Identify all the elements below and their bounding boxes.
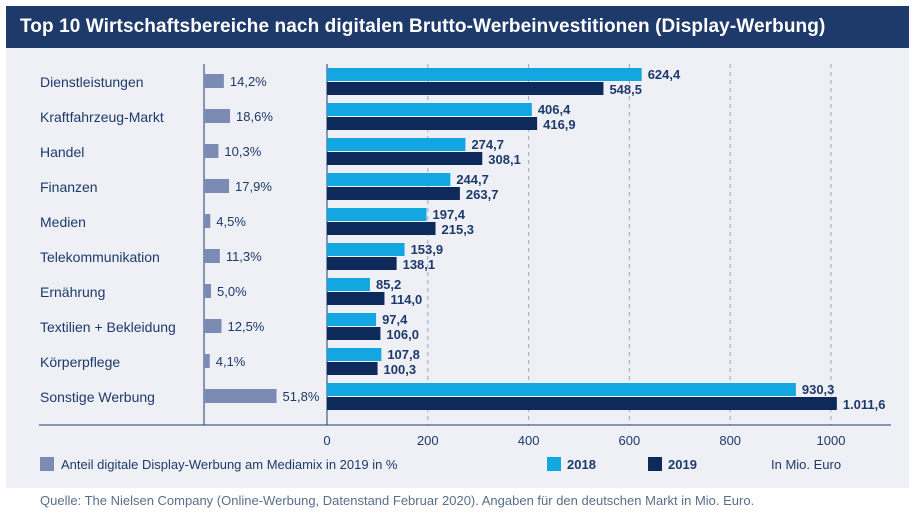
category-label: Finanzen	[40, 179, 98, 195]
value-label-2019: 548,5	[609, 82, 642, 97]
share-label: 4,5%	[216, 214, 246, 229]
x-tick-label: 1000	[817, 433, 846, 448]
value-label-2019: 215,3	[442, 222, 475, 237]
category-label: Kraftfahrzeug-Markt	[40, 109, 164, 125]
share-label: 4,1%	[216, 354, 246, 369]
legend-label-share: Anteil digitale Display-Werbung am Media…	[61, 457, 398, 472]
share-label: 18,6%	[236, 109, 273, 124]
share-label: 14,2%	[230, 74, 267, 89]
value-label-2019: 114,0	[390, 292, 422, 307]
bar-2018	[327, 173, 451, 186]
title-bar: Top 10 Wirtschaftsbereiche nach digitale…	[6, 6, 909, 48]
bar-2018	[327, 278, 370, 291]
bar-2018	[327, 68, 642, 81]
value-label-2019: 100,3	[384, 362, 417, 377]
share-bar	[204, 179, 230, 193]
bar-2019	[327, 327, 381, 340]
category-label: Sonstige Werbung	[40, 389, 155, 405]
value-label-2018: 85,2	[376, 277, 401, 292]
bar-2019	[327, 187, 460, 200]
value-label-2019: 1.011,6	[843, 397, 886, 412]
category-label: Textilien + Bekleidung	[40, 319, 176, 335]
bar-2018	[327, 243, 405, 256]
share-bar	[204, 354, 210, 368]
x-tick-label: 400	[518, 433, 540, 448]
bar-2019	[327, 222, 436, 235]
share-bar	[204, 389, 277, 403]
share-bar	[204, 109, 231, 123]
share-bar	[204, 214, 211, 228]
bar-2019	[327, 82, 604, 95]
bar-2018	[327, 138, 466, 151]
share-label: 10,3%	[224, 144, 261, 159]
value-label-2018: 624,4	[648, 67, 681, 82]
value-label-2019: 106,0	[386, 327, 419, 342]
x-tick-label: 600	[619, 433, 641, 448]
x-tick-label: 200	[417, 433, 439, 448]
x-tick-label: 800	[719, 433, 741, 448]
legend-swatch-share	[40, 457, 54, 471]
bar-2018	[327, 348, 382, 361]
unit-note: In Mio. Euro	[771, 457, 841, 472]
bar-2018	[327, 103, 532, 116]
value-label-2019: 263,7	[466, 187, 499, 202]
share-bar	[204, 319, 222, 333]
share-label: 12,5%	[228, 319, 265, 334]
share-bar	[204, 144, 219, 158]
bar-2018	[327, 383, 796, 396]
category-label: Telekommunikation	[40, 249, 160, 265]
value-label-2018: 406,4	[538, 102, 571, 117]
value-label-2018: 930,3	[802, 382, 835, 397]
category-label: Ernährung	[40, 284, 105, 300]
share-label: 51,8%	[283, 389, 320, 404]
bar-2019	[327, 152, 483, 165]
bar-2019	[327, 362, 378, 375]
bar-2019	[327, 117, 538, 130]
bar-chart: Dienstleistungen 14,2% 624,4 548,5 Kraftfahr…	[39, 64, 891, 472]
chart-title: Top 10 Wirtschaftsbereiche nach digitale…	[20, 16, 826, 37]
value-label-2018: 197,4	[432, 207, 465, 222]
value-label-2019: 416,9	[543, 117, 576, 132]
value-label-2018: 97,4	[382, 312, 408, 327]
value-label-2018: 274,7	[471, 137, 504, 152]
bar-2019	[327, 257, 397, 270]
value-label-2019: 138,1	[403, 257, 436, 272]
source-note: Quelle: The Nielsen Company (Online-Werb…	[40, 493, 755, 508]
value-label-2019: 308,1	[488, 152, 521, 167]
bar-2018	[327, 208, 427, 221]
share-label: 11,3%	[226, 249, 262, 264]
share-bar	[204, 249, 220, 263]
share-label: 17,9%	[235, 179, 272, 194]
bar-2019	[327, 397, 837, 410]
x-tick-label: 0	[323, 433, 330, 448]
legend-swatch-2018	[547, 457, 561, 471]
share-bar	[204, 74, 224, 88]
value-label-2018: 153,9	[411, 242, 444, 257]
category-label: Dienstleistungen	[40, 74, 144, 90]
bar-2018	[327, 313, 377, 326]
legend-label-2019: 2019	[668, 457, 697, 472]
category-label: Medien	[40, 214, 86, 230]
category-label: Handel	[40, 144, 84, 160]
value-label-2018: 107,8	[387, 347, 420, 362]
legend-label-2018: 2018	[567, 457, 596, 472]
value-label-2018: 244,7	[456, 172, 489, 187]
share-bar	[204, 284, 211, 298]
category-label: Körperpflege	[40, 354, 120, 370]
chart-panel: Dienstleistungen 14,2% 624,4 548,5 Kraftfahr…	[6, 48, 909, 488]
share-label: 5,0%	[217, 284, 247, 299]
bar-2019	[327, 292, 385, 305]
legend-swatch-2019	[648, 457, 662, 471]
